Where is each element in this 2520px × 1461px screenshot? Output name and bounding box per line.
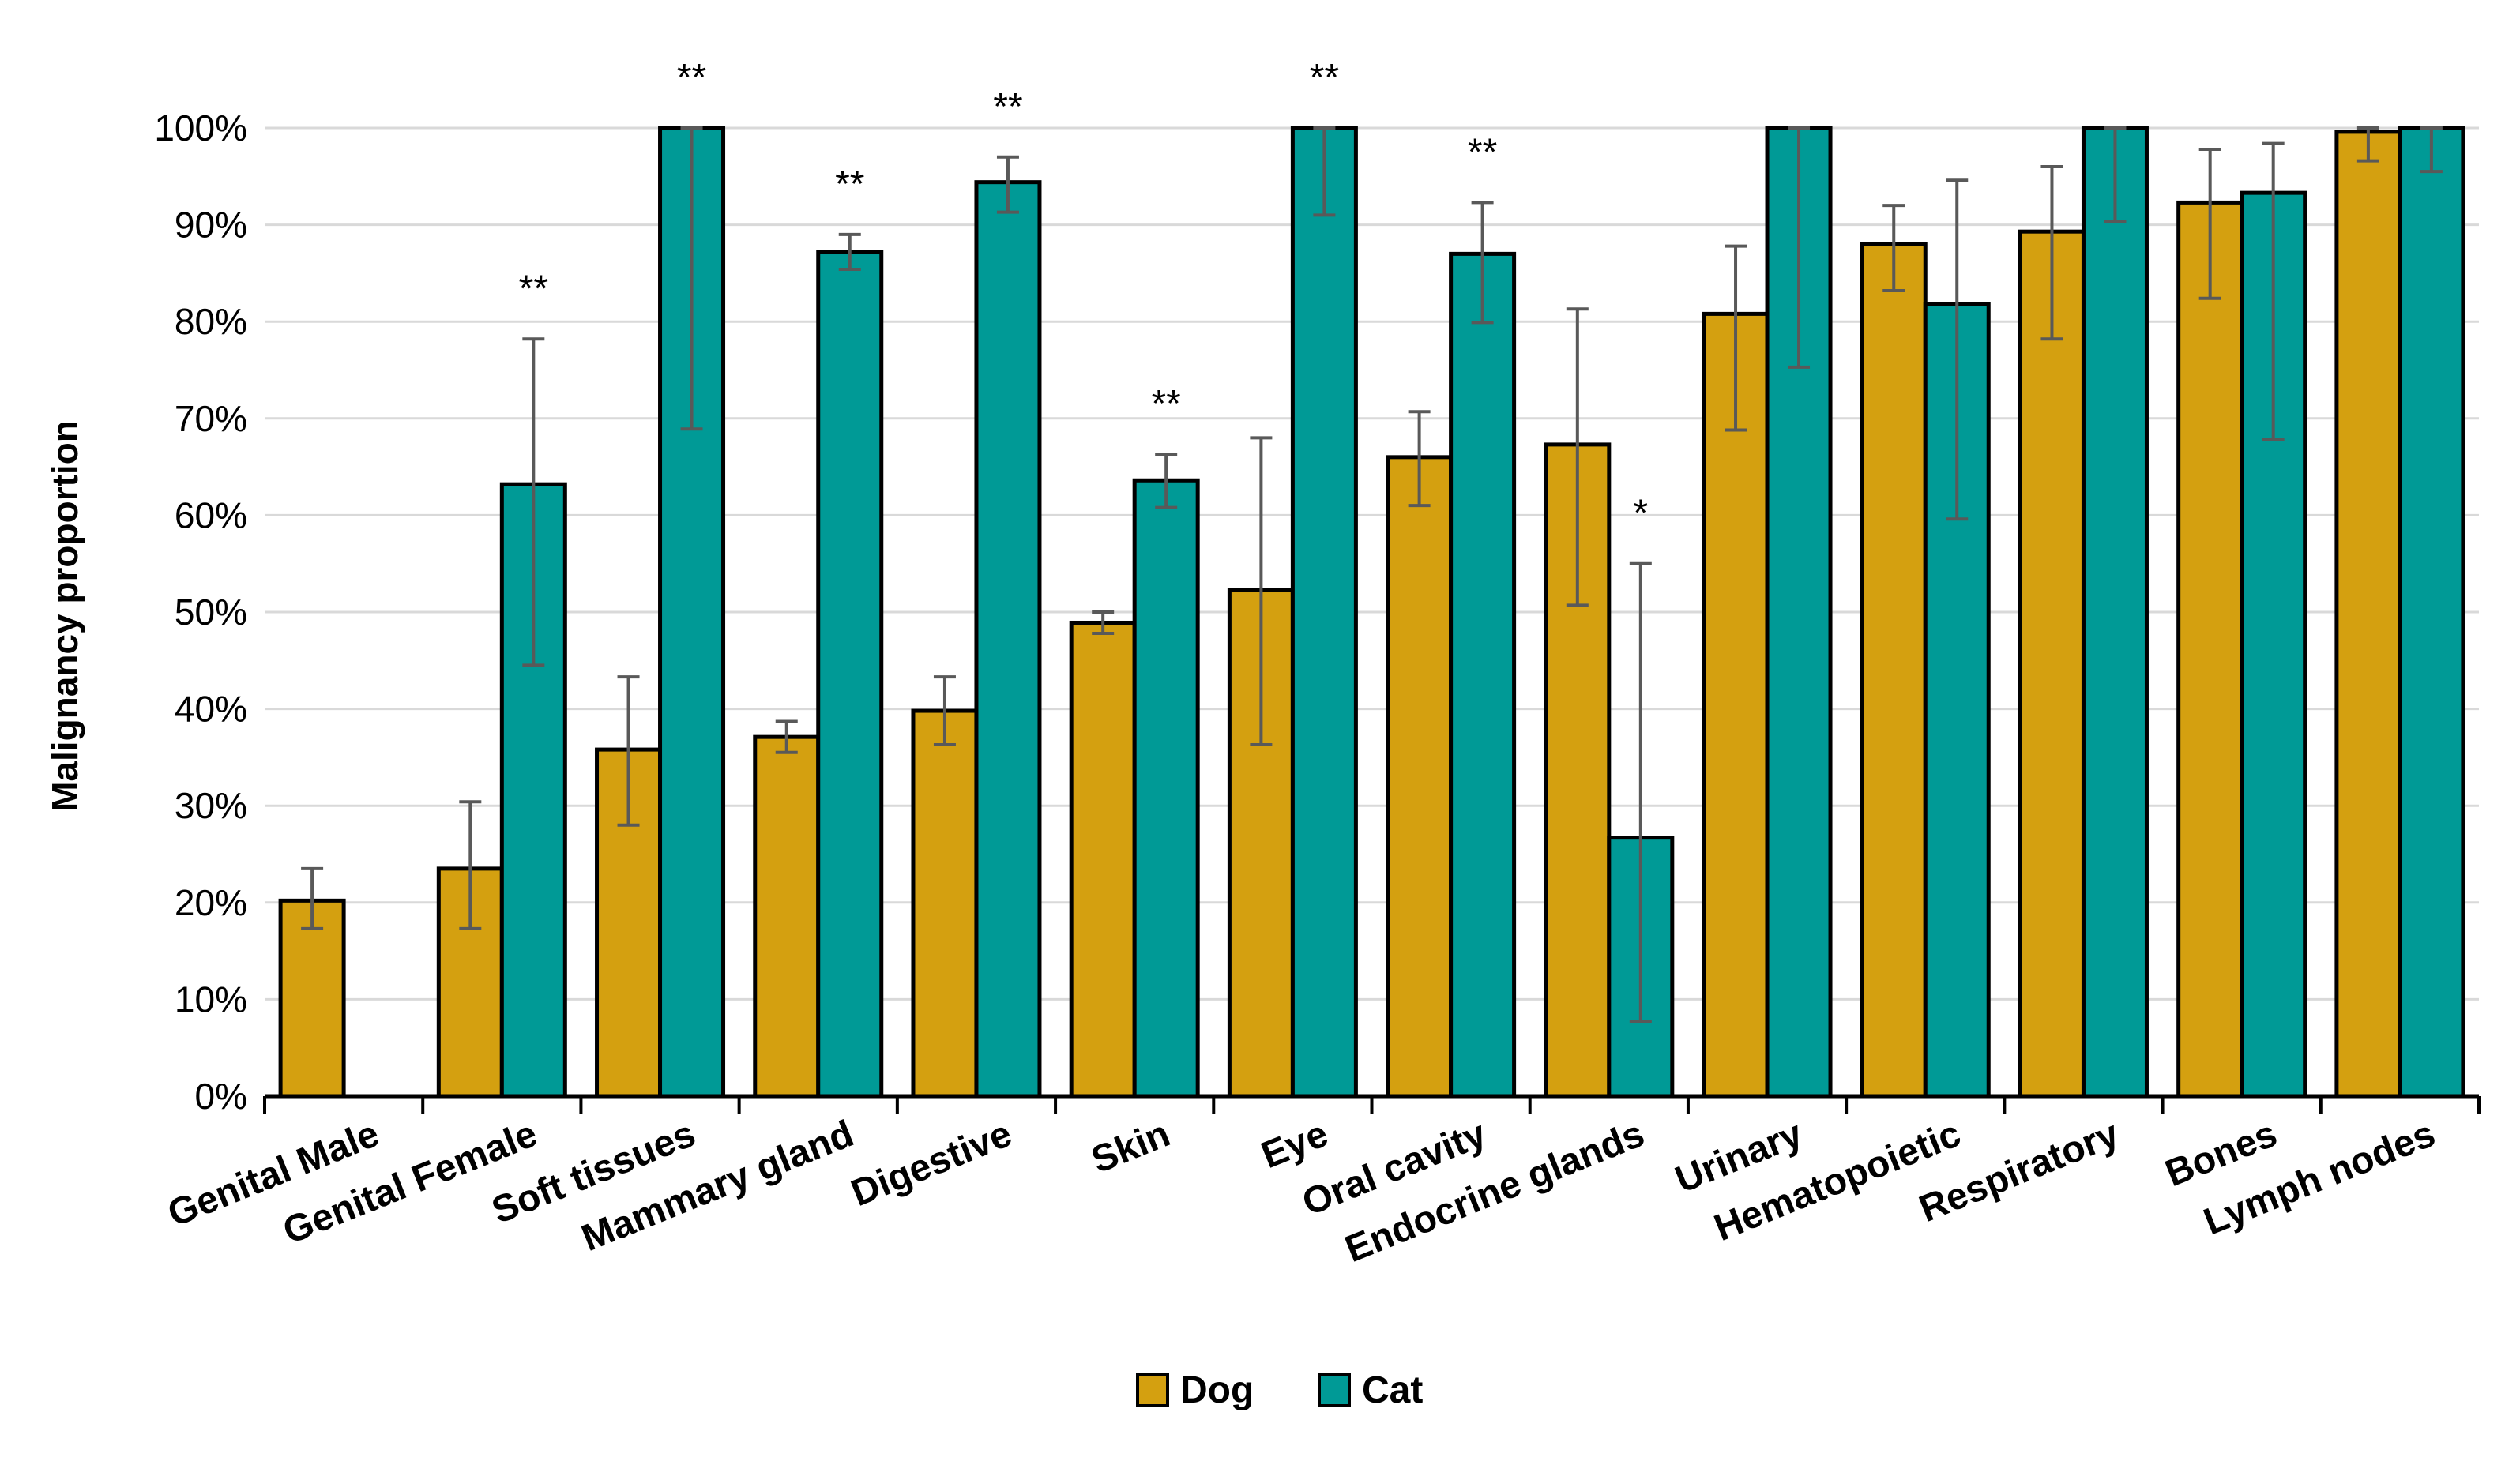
bar-cat xyxy=(2081,126,2149,1099)
legend-swatch-dog xyxy=(1136,1373,1169,1407)
bar-cat xyxy=(2398,126,2465,1099)
significance-mark: ** xyxy=(677,57,706,99)
y-tick-label: 0% xyxy=(195,1076,247,1117)
x-axis xyxy=(263,1094,2481,1114)
y-tick-label: 30% xyxy=(175,785,247,826)
bar-dog xyxy=(753,734,821,1099)
significance-mark: ** xyxy=(1310,57,1339,99)
error-bars xyxy=(301,126,2443,1023)
y-tick-label: 100% xyxy=(154,107,247,148)
y-tick-label: 60% xyxy=(175,494,247,535)
y-tick-label: 80% xyxy=(175,301,247,342)
y-tick-label: 90% xyxy=(175,205,247,246)
legend-swatch-cat xyxy=(1318,1373,1351,1407)
category-label: Skin xyxy=(1085,1113,1175,1181)
bar-cat xyxy=(1290,126,1358,1099)
y-tick-label: 50% xyxy=(175,592,247,633)
bar-dog xyxy=(2018,229,2086,1099)
bar-cat xyxy=(974,180,1042,1099)
y-tick-label: 70% xyxy=(175,398,247,439)
bar-dog xyxy=(2176,200,2244,1099)
bar-cat xyxy=(816,250,884,1099)
category-label: Mammary gland xyxy=(576,1113,859,1260)
y-axis-ticks: 0% 10% 20% 30% 40% 50% 60% 70% 80% 90% 100% xyxy=(154,107,247,1117)
bar-cat xyxy=(1132,478,1200,1099)
bar-dog xyxy=(1069,620,1137,1099)
significance-mark: ** xyxy=(519,268,548,310)
bar-dog xyxy=(911,708,979,1099)
y-axis-title: Malignancy proportion xyxy=(44,420,85,812)
significance-annotations: *************** xyxy=(519,57,1649,535)
significance-mark: * xyxy=(1633,493,1648,535)
significance-mark: ** xyxy=(1151,383,1180,425)
legend-label-cat: Cat xyxy=(1362,1369,1423,1411)
y-tick-label: 40% xyxy=(175,689,247,730)
bar-cat xyxy=(1449,251,1517,1099)
category-label: Eye xyxy=(1255,1113,1333,1177)
significance-mark: ** xyxy=(1468,131,1497,173)
bar-dog xyxy=(2334,130,2402,1099)
legend: Dog Cat xyxy=(1136,1369,1423,1411)
bar-dog xyxy=(1702,311,1770,1099)
significance-mark: ** xyxy=(835,163,864,205)
category-label: Digestive xyxy=(845,1113,1017,1215)
legend-label-dog: Dog xyxy=(1180,1369,1254,1411)
bar-dog xyxy=(1386,455,1454,1099)
significance-mark: ** xyxy=(993,86,1022,128)
y-tick-label: 20% xyxy=(175,882,247,923)
y-tick-label: 10% xyxy=(175,978,247,1020)
bar-dog xyxy=(1860,242,1928,1099)
